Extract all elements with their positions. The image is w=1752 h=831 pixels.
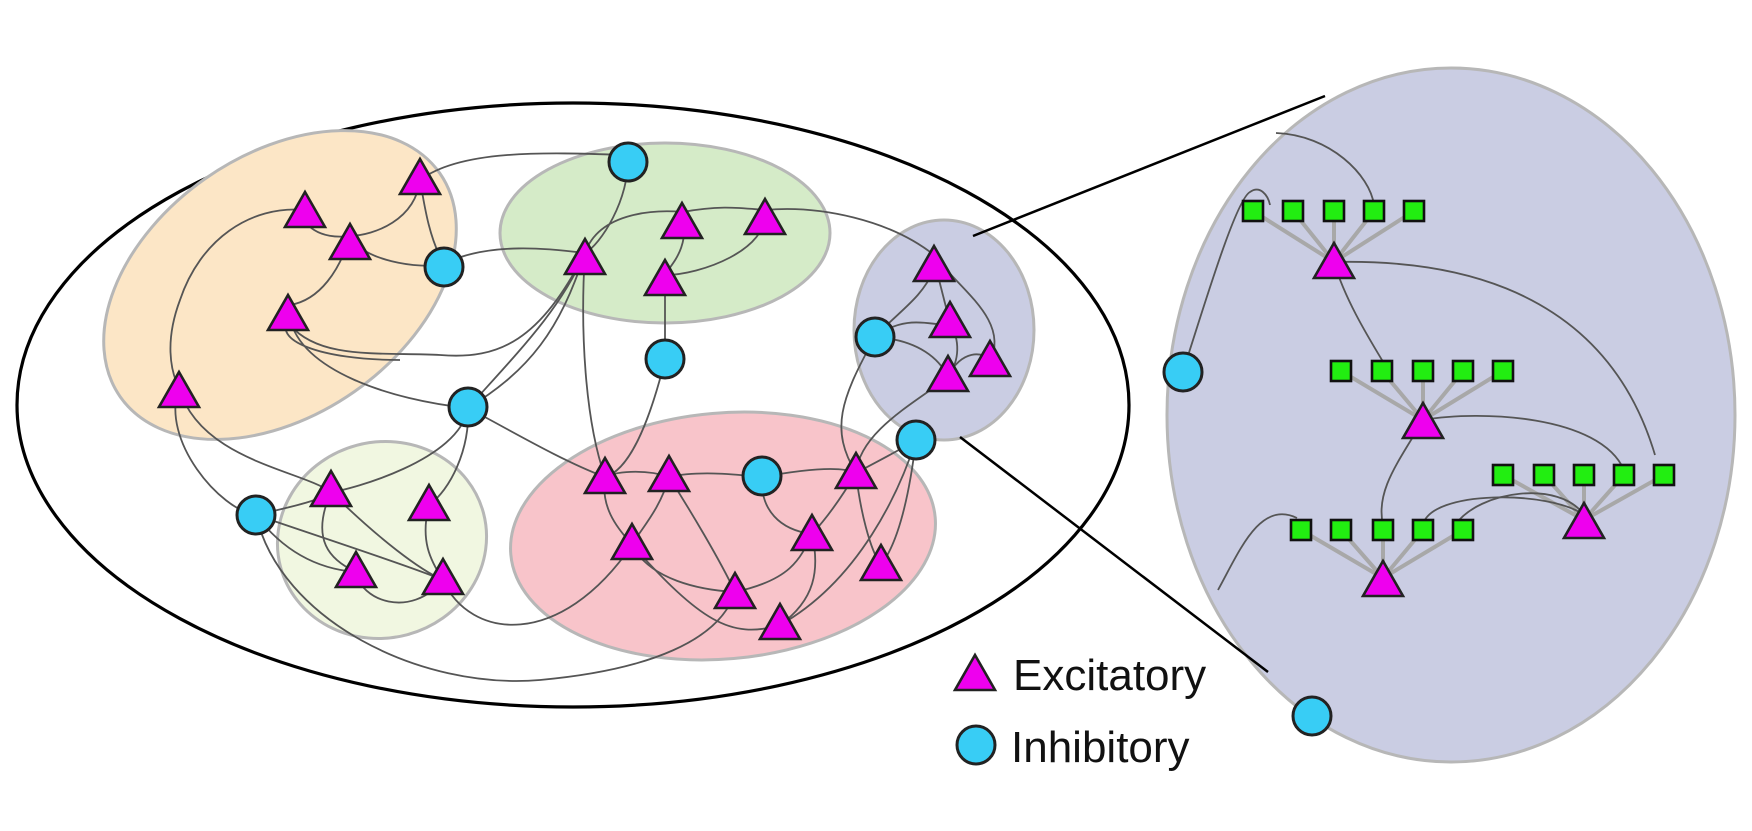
synapse [1362, 199, 1386, 223]
synapse [1491, 463, 1515, 487]
legend: Excitatory Inhibitory [953, 651, 1206, 772]
inhibitory-neuron [607, 141, 649, 183]
synapse [1532, 463, 1556, 487]
legend-excitatory-label: Excitatory [1013, 651, 1206, 700]
synapse [1652, 463, 1676, 487]
inhibitory-neuron [1291, 695, 1333, 737]
synapse [1281, 199, 1305, 223]
legend-excitatory-icon [953, 653, 997, 692]
synapse [1572, 463, 1596, 487]
inhibitory-neuron [1162, 351, 1204, 393]
dendrite-branches [1251, 209, 1665, 580]
synapse [1411, 518, 1435, 542]
cluster-orange [102, 129, 458, 441]
legend-inhibitory-label: Inhibitory [1011, 723, 1190, 772]
legend-inhibitory-icon [955, 724, 997, 766]
zoom-line-top [972, 94, 1326, 238]
inhibitory-neuron [644, 338, 686, 380]
zoomed-cluster [1165, 66, 1737, 764]
synapse [1451, 518, 1475, 542]
inhibitory-neuron [854, 316, 896, 358]
synapse [1411, 359, 1435, 383]
synapse [1289, 518, 1313, 542]
synapse [1402, 199, 1426, 223]
synapse [1371, 518, 1395, 542]
inhibitory-neuron [235, 494, 277, 536]
zoom-line-bottom [959, 436, 1269, 673]
synapse [1329, 359, 1353, 383]
synapse [1491, 359, 1515, 383]
inhibitory-neuron [423, 246, 465, 288]
synapse [1329, 518, 1353, 542]
synapse [1322, 199, 1346, 223]
synapse [1612, 463, 1636, 487]
inhibitory-neuron [895, 419, 937, 461]
synapse [1370, 359, 1394, 383]
synapse [1241, 199, 1265, 223]
inhibitory-neuron [447, 386, 489, 428]
synapse [1451, 359, 1475, 383]
inhibitory-neuron [741, 455, 783, 497]
